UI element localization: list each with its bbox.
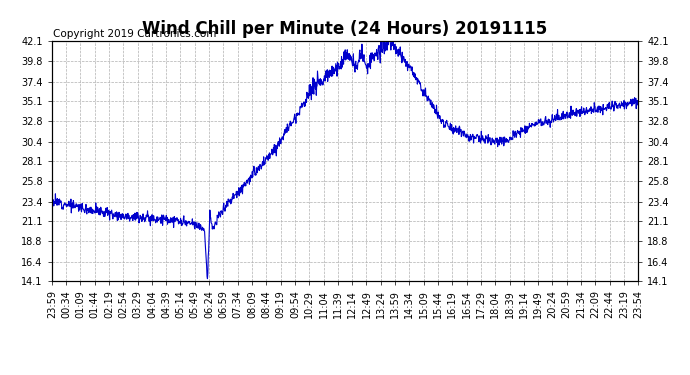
Text: Copyright 2019 Cartronics.com: Copyright 2019 Cartronics.com (53, 29, 216, 39)
Title: Wind Chill per Minute (24 Hours) 20191115: Wind Chill per Minute (24 Hours) 2019111… (142, 20, 548, 38)
